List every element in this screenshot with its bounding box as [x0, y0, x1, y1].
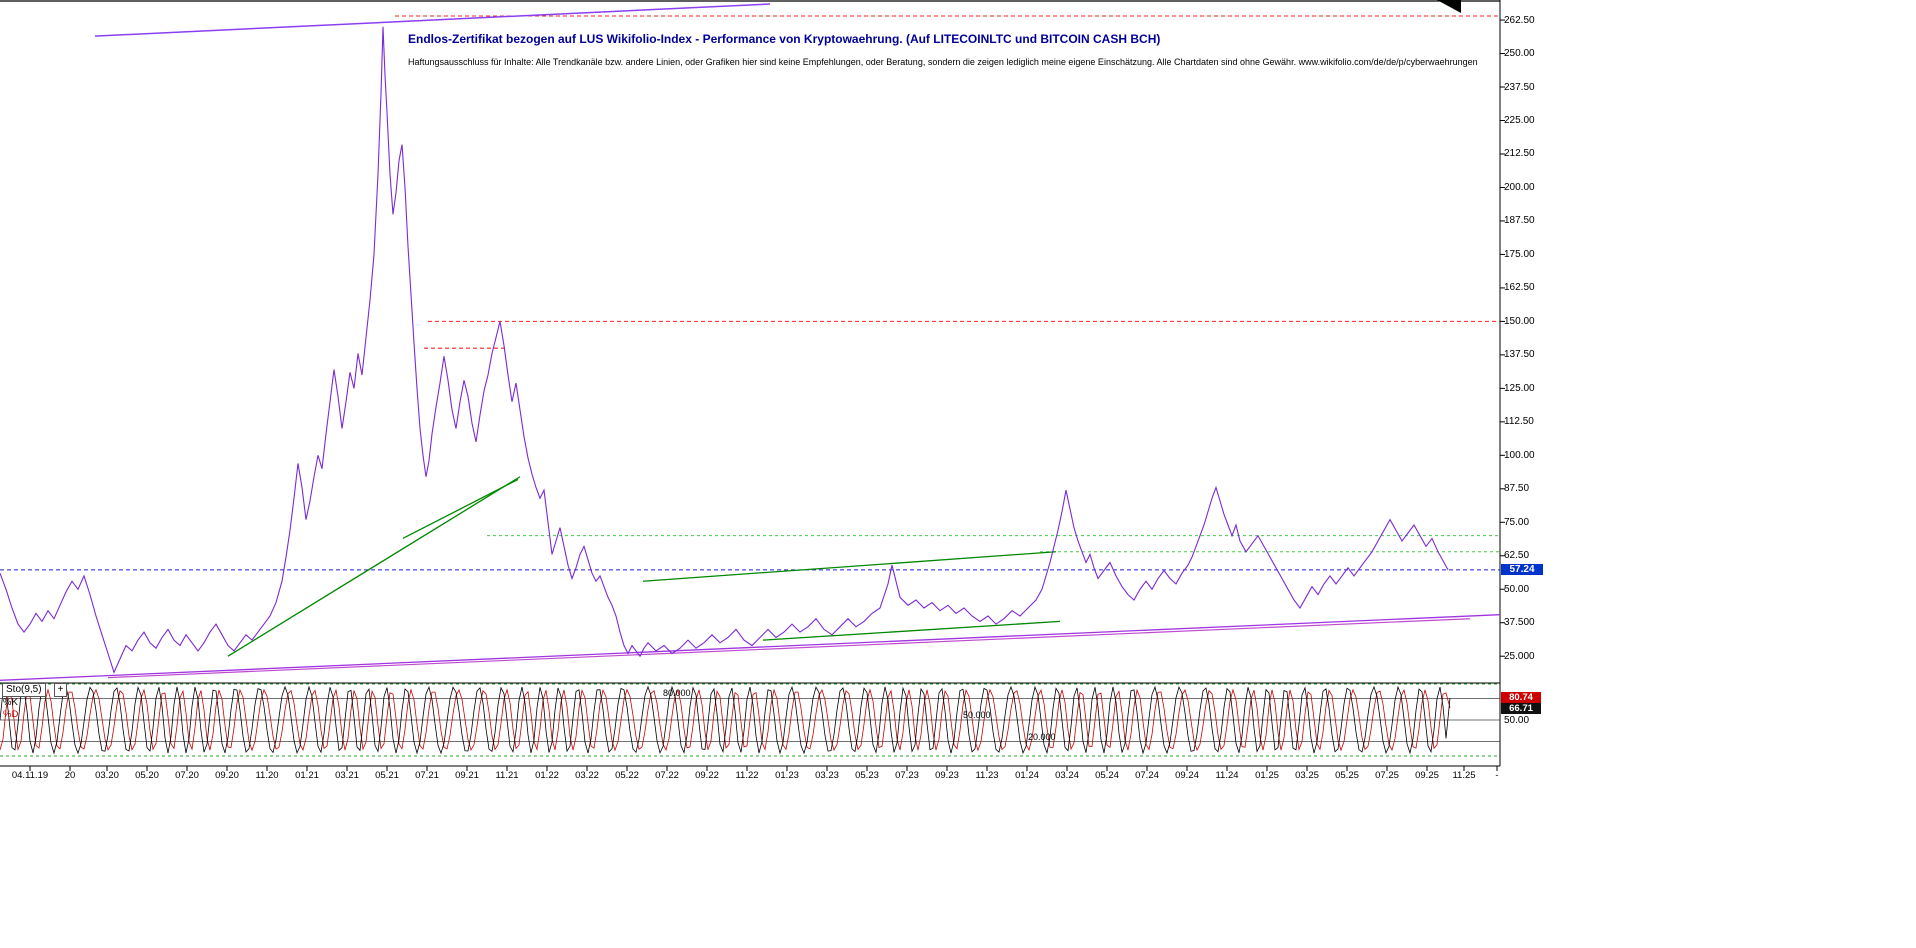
x-axis-label: 11.21 — [495, 770, 519, 781]
percent-k-label: %K — [3, 697, 18, 708]
x-axis-label: 09.23 — [935, 770, 959, 781]
x-axis-label: 01.25 — [1255, 770, 1279, 781]
x-axis-label: 05.20 — [135, 770, 159, 781]
chart-title: Endlos-Zertifikat bezogen auf LUS Wikifo… — [408, 32, 1161, 46]
x-axis-label: 07.20 — [175, 770, 199, 781]
sto-level-label: 50.000 — [963, 710, 991, 720]
y-axis-label: 75.00 — [1504, 516, 1530, 528]
y-axis-label: 262.50 — [1504, 14, 1535, 26]
trend-green-steep — [227, 476, 521, 657]
x-axis-label: 03.25 — [1295, 770, 1319, 781]
percent-d-label: %D — [3, 709, 19, 720]
x-axis-label: 11.25 — [1452, 770, 1476, 781]
trend-green-mid-upper — [642, 551, 1057, 582]
stochastic-mid-axis-label: 50.00 — [1504, 715, 1530, 726]
y-axis-label: 200.00 — [1504, 181, 1535, 193]
y-axis-label: 25.000 — [1504, 650, 1535, 662]
y-axis-label: 187.50 — [1504, 215, 1535, 227]
y-axis-label: 162.50 — [1504, 282, 1535, 294]
x-axis-label: 11.24 — [1215, 770, 1239, 781]
x-axis-label: 09.25 — [1415, 770, 1439, 781]
x-axis-label: 01.21 — [295, 770, 319, 781]
y-axis-label: 225.00 — [1504, 115, 1535, 126]
y-axis-label: 37.500 — [1504, 617, 1535, 629]
y-axis-label: 137.50 — [1504, 349, 1535, 361]
x-axis-label: 09.22 — [695, 770, 719, 781]
y-axis-label: 87.50 — [1504, 483, 1530, 495]
x-axis-label: 03.23 — [815, 770, 839, 781]
stochastic-k-line — [0, 685, 1451, 755]
x-axis-label: 01.22 — [535, 770, 559, 781]
trend-green-inner — [402, 478, 519, 539]
x-axis-label: 20 — [64, 770, 76, 781]
y-axis-label: 125.00 — [1504, 382, 1535, 394]
x-axis-label: 07.22 — [655, 770, 679, 781]
y-axis-label: 100.00 — [1504, 449, 1535, 461]
x-axis-label: 09.20 — [215, 770, 239, 781]
x-axis-label: 09.21 — [455, 770, 479, 781]
x-axis-label: 03.21 — [335, 770, 359, 781]
price-line — [0, 26, 1449, 674]
corner-marker — [1437, 0, 1461, 13]
x-axis-label: 03.24 — [1055, 770, 1079, 781]
x-axis-label: 07.23 — [895, 770, 919, 781]
y-axis-label: 175.00 — [1504, 248, 1535, 260]
x-axis-label: 04.11.19 — [11, 770, 49, 781]
x-axis-label: 05.24 — [1095, 770, 1119, 781]
trend-purple-top — [94, 3, 771, 37]
x-axis-label: - — [1495, 770, 1499, 781]
x-axis-label: 11.23 — [975, 770, 999, 781]
x-axis-label: 07.24 — [1135, 770, 1159, 781]
x-axis-label: 05.21 — [375, 770, 399, 781]
y-axis-label: 250.00 — [1504, 48, 1535, 60]
x-axis-label: 05.22 — [615, 770, 639, 781]
x-axis-label: 05.25 — [1335, 770, 1359, 781]
y-axis-label: 237.50 — [1504, 81, 1535, 93]
y-axis-label: 212.50 — [1504, 148, 1535, 160]
y-axis-label: 50.00 — [1504, 583, 1530, 595]
x-axis-label: 07.25 — [1375, 770, 1399, 781]
x-axis-label: 11.20 — [255, 770, 279, 781]
x-axis-label: 03.20 — [95, 770, 119, 781]
trend-green-mid-lower — [762, 620, 1061, 641]
chart-disclaimer: Haftungsausschluss für Inhalte: Alle Tre… — [408, 57, 1478, 67]
x-axis-label: 05.23 — [855, 770, 879, 781]
x-axis-label: 11.22 — [735, 770, 759, 781]
x-axis-label: 03.22 — [575, 770, 599, 781]
x-axis-label: 01.23 — [775, 770, 799, 781]
sto-level-label: 80.000 — [663, 688, 691, 699]
x-axis-label: 01.24 — [1015, 770, 1039, 781]
y-axis-label: 112.50 — [1504, 416, 1534, 428]
y-axis-label: 150.00 — [1504, 315, 1535, 327]
current-price-tag: 57.24 — [1501, 563, 1543, 575]
stochastic-k-value-tag: 80.74 — [1501, 691, 1541, 703]
stochastic-d-value-tag: 66.71 — [1501, 702, 1541, 714]
trend-violet-lower-1 — [0, 614, 1501, 681]
x-axis-label: 09.24 — [1175, 770, 1199, 781]
trend-violet-lower-2 — [107, 618, 1471, 679]
indicator-add-button[interactable]: + — [54, 683, 67, 697]
x-axis-label: 07.21 — [415, 770, 439, 781]
sto-level-label: 20.000 — [1028, 731, 1056, 742]
y-axis-label: 62.50 — [1504, 550, 1530, 562]
stochastic-indicator-button[interactable]: Sto(9,5) — [2, 683, 46, 697]
